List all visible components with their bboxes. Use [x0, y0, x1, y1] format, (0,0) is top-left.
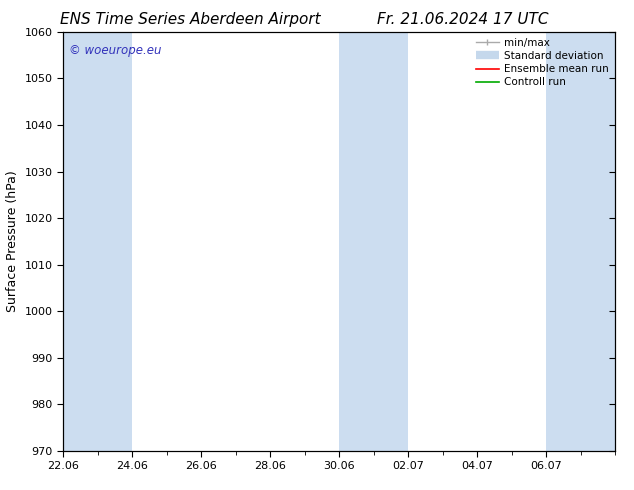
Bar [63, 32, 133, 451]
Bar [546, 32, 615, 451]
Text: © woeurope.eu: © woeurope.eu [69, 45, 162, 57]
Bar [339, 32, 408, 451]
Legend: min/max, Standard deviation, Ensemble mean run, Controll run: min/max, Standard deviation, Ensemble me… [472, 34, 613, 92]
Text: Fr. 21.06.2024 17 UTC: Fr. 21.06.2024 17 UTC [377, 12, 548, 27]
Text: ENS Time Series Aberdeen Airport: ENS Time Series Aberdeen Airport [60, 12, 321, 27]
Y-axis label: Surface Pressure (hPa): Surface Pressure (hPa) [6, 171, 19, 312]
